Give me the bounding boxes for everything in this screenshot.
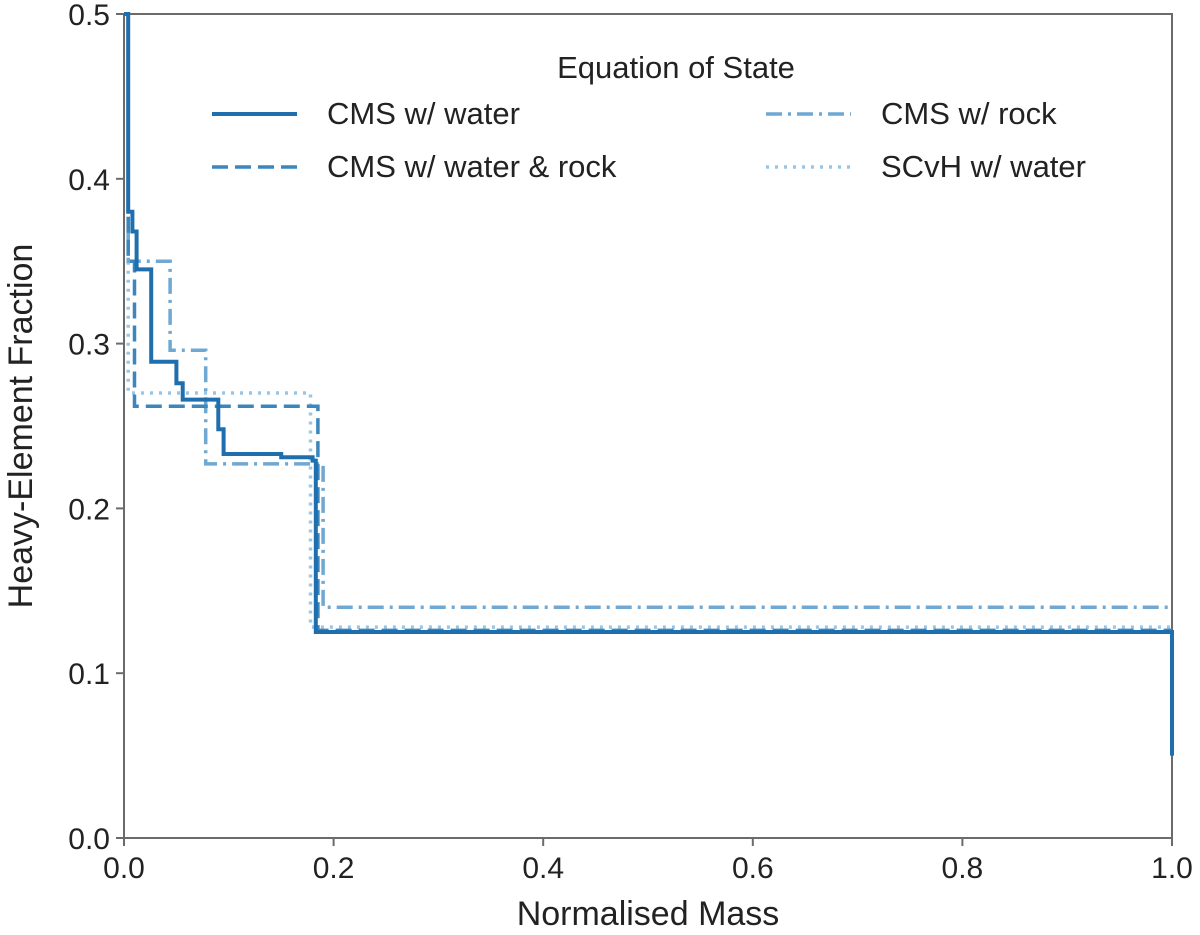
legend-item: SCvH w/ water — [766, 149, 1086, 184]
x-tick-label: 0.8 — [942, 852, 984, 885]
legend-label: SCvH w/ water — [881, 149, 1086, 184]
y-tick-label: 0.0 — [68, 823, 110, 856]
x-axis: 0.0 0.2 0.4 0.6 0.8 1.0 — [103, 838, 1193, 885]
x-tick-label: 0.0 — [103, 852, 145, 885]
legend-label: CMS w/ rock — [881, 96, 1057, 131]
plot-frame — [123, 13, 1173, 839]
x-tick-label: 0.4 — [522, 852, 564, 885]
y-tick-label: 0.4 — [68, 164, 110, 197]
legend-title: Equation of State — [557, 50, 795, 85]
series-layer — [124, 12, 1174, 756]
x-tick-label: 1.0 — [1151, 852, 1193, 885]
x-tick-label: 0.6 — [732, 852, 774, 885]
y-axis-label: Heavy-Element Fraction — [2, 244, 40, 609]
legend-item: CMS w/ water & rock — [212, 149, 617, 184]
legend-label: CMS w/ water & rock — [327, 149, 617, 184]
legend-entries: CMS w/ water CMS w/ water & rock CMS w/ ro… — [212, 96, 1086, 184]
legend-label: CMS w/ water — [327, 96, 520, 131]
series-line-cms-w-water — [124, 12, 1174, 756]
y-tick-label: 0.2 — [68, 493, 110, 526]
legend-item: CMS w/ water — [212, 96, 520, 131]
y-tick-label: 0.3 — [68, 329, 110, 362]
plot-area — [123, 12, 1174, 839]
y-tick-label: 0.5 — [68, 0, 110, 32]
series-line-cms-w-water-rock — [124, 12, 1172, 633]
legend-item: CMS w/ rock — [766, 96, 1057, 131]
y-axis: 0.0 0.1 0.2 0.3 0.4 0.5 — [68, 0, 124, 856]
x-axis-label: Normalised Mass — [517, 895, 780, 933]
y-tick-label: 0.1 — [68, 658, 110, 691]
x-tick-label: 0.2 — [313, 852, 355, 885]
